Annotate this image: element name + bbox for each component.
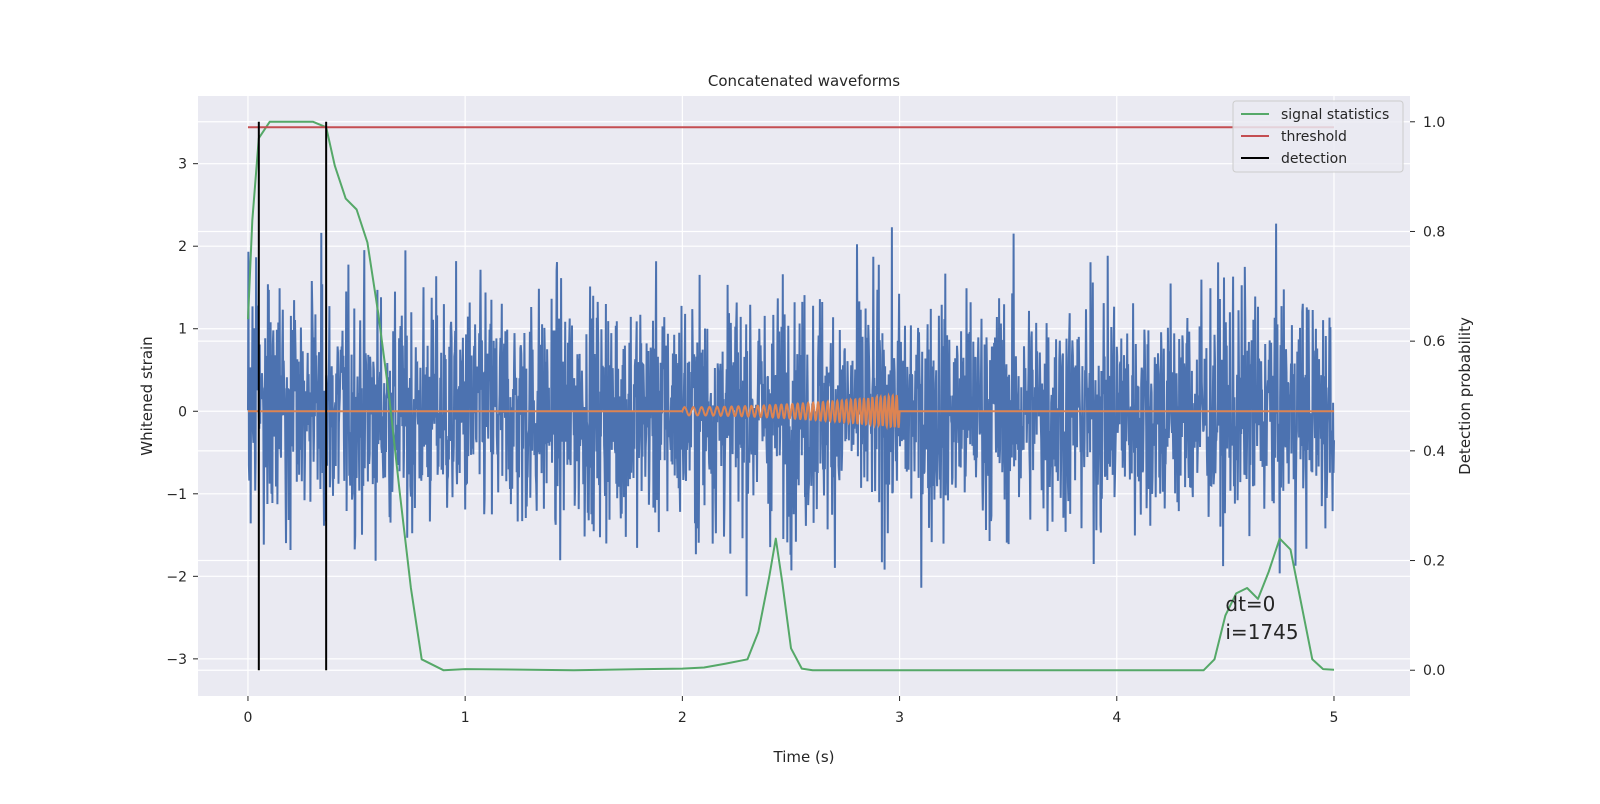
legend-label: detection xyxy=(1281,151,1347,167)
series-chirp xyxy=(247,392,1334,431)
x-tick-label: 3 xyxy=(895,710,904,726)
series-group xyxy=(247,120,1335,672)
series-signal-statistics xyxy=(247,120,1335,672)
legend-box xyxy=(1232,100,1404,173)
y2-tick-label: 1.0 xyxy=(1423,115,1445,131)
x-tick-label: 0 xyxy=(243,710,252,726)
y2-tick-label: 0.2 xyxy=(1423,554,1445,570)
y-tick-label: 3 xyxy=(178,157,187,173)
x-tick-label: 5 xyxy=(1330,710,1339,726)
x-tick-label: 1 xyxy=(461,710,470,726)
y-tick-label: 0 xyxy=(178,404,187,420)
y-tick-label: −1 xyxy=(166,487,187,503)
y2-tick-label: 0.6 xyxy=(1423,334,1445,350)
legend: signal statistics threshold detection xyxy=(1232,100,1404,173)
legend-label: threshold xyxy=(1281,129,1347,145)
y-axis-label: Whitened strain xyxy=(138,336,156,455)
y2-axis-label: Detection probability xyxy=(1456,317,1474,475)
x-tick-label: 2 xyxy=(678,710,687,726)
y-tick-label: −3 xyxy=(166,652,187,668)
x-axis-label: Time (s) xyxy=(773,748,835,766)
annotation-index: i=1745 xyxy=(1225,620,1298,644)
series-strain xyxy=(247,223,1335,597)
y2-tick-label: 0.8 xyxy=(1423,224,1445,240)
chart-title: Concatenated waveforms xyxy=(708,72,900,90)
axes: 0 1 2 3 4 5 −3 −2 −1 0 1 2 3 0.0 0.2 0.4 0.6 0.8 1.0 xyxy=(166,115,1445,726)
annotation-dt: dt=0 xyxy=(1225,592,1275,616)
y-tick-label: 1 xyxy=(178,322,187,338)
y-tick-label: 2 xyxy=(178,239,187,255)
legend-label: signal statistics xyxy=(1281,107,1389,123)
y2-tick-label: 0.0 xyxy=(1423,663,1445,679)
y-tick-label: −2 xyxy=(166,569,187,585)
x-tick-label: 4 xyxy=(1112,710,1121,726)
y2-tick-label: 0.4 xyxy=(1423,444,1445,460)
